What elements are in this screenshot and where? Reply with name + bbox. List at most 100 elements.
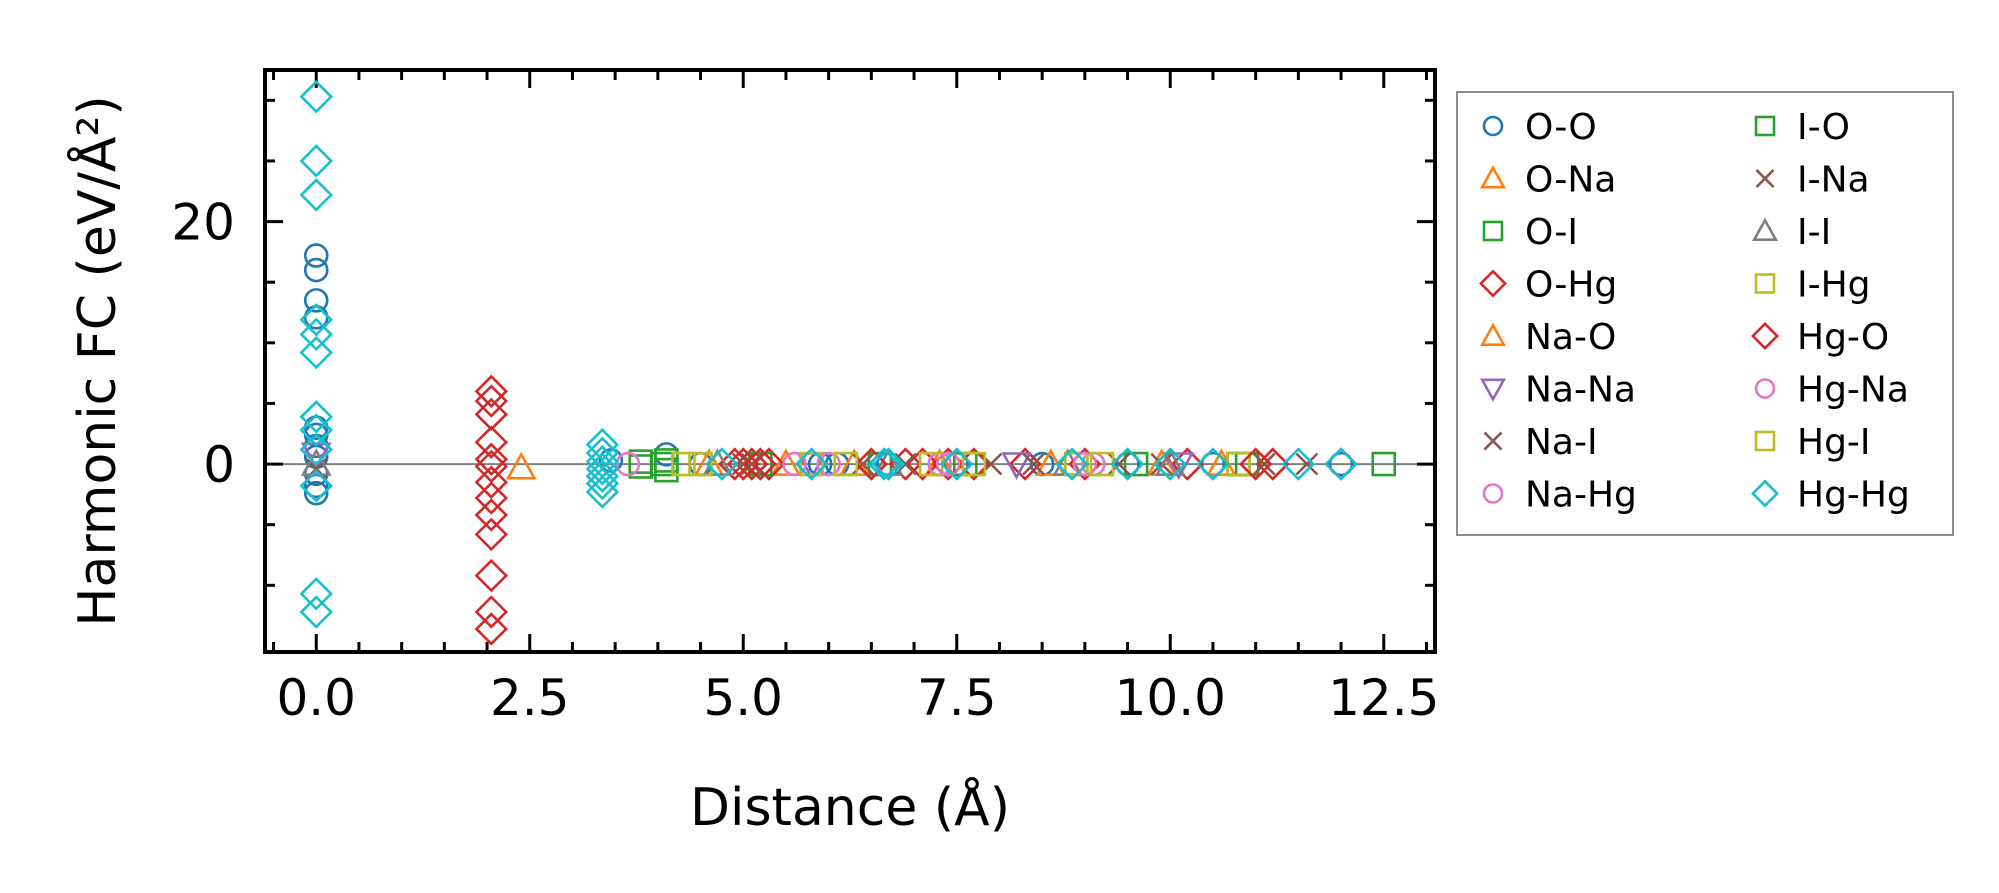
data-point (299, 79, 333, 114)
y-tick-label: 0 (203, 436, 235, 494)
legend-label: Hg-Na (1797, 370, 1909, 411)
legend-label: I-Na (1797, 160, 1870, 201)
legend-label: Na-Hg (1525, 475, 1637, 516)
data-point (1072, 451, 1098, 477)
legend-marker (1754, 378, 1776, 399)
data-point (585, 475, 620, 509)
data-point (871, 447, 906, 481)
data-point (748, 451, 773, 477)
x-tick-label: 7.5 (917, 669, 997, 727)
data-point (1256, 447, 1290, 481)
data-point (770, 448, 802, 476)
axis-ticks (265, 70, 1435, 652)
data-point (1154, 448, 1186, 476)
data-point (505, 451, 537, 480)
data-point (299, 469, 333, 503)
legend-marker (1754, 430, 1776, 452)
data-point (299, 303, 333, 337)
legend-label: O-I (1525, 212, 1578, 253)
y-axis-title: Harmonic FC (eV/Å²) (66, 95, 128, 626)
legend-marker (1479, 322, 1507, 346)
data-point (1001, 452, 1032, 480)
data-point (1170, 447, 1205, 481)
legend-marker (1483, 431, 1503, 451)
data-point (940, 447, 974, 481)
data-point (671, 451, 696, 477)
data-point (799, 451, 824, 477)
data-point (718, 447, 752, 481)
data-point (615, 451, 641, 477)
legend-marker (1751, 322, 1779, 350)
data-point (1055, 447, 1089, 481)
data-point (585, 459, 620, 493)
data-point (743, 447, 778, 481)
data-point (474, 595, 509, 629)
data-point (300, 448, 332, 476)
data-point (1022, 452, 1045, 476)
data-point (299, 317, 333, 352)
data-point (1008, 447, 1042, 481)
legend-label: Na-Na (1525, 370, 1636, 411)
data-point (1196, 447, 1230, 481)
data-point (303, 480, 329, 506)
data-point (474, 425, 509, 459)
data-point (303, 288, 329, 313)
legend-marker (1479, 378, 1507, 402)
data-point (585, 452, 620, 486)
x-tick-label: 2.5 (490, 669, 570, 727)
series-hg-hg (299, 79, 1358, 629)
legend-label: O-Hg (1525, 265, 1617, 306)
data-point (474, 498, 509, 532)
data-point (1328, 451, 1354, 477)
x-tick-label: 12.5 (1328, 669, 1439, 727)
x-tick-labels: 0.0 2.5 5.0 7.5 10.0 12.5 (276, 669, 1439, 727)
data-point (867, 447, 901, 481)
data-point (299, 400, 333, 434)
data-point (854, 447, 889, 481)
data-point (299, 178, 333, 212)
data-point (1371, 451, 1397, 477)
legend-label: Na-I (1525, 422, 1598, 463)
data-point (654, 448, 679, 473)
plot-frame (263, 68, 1437, 654)
data-point (688, 451, 713, 477)
data-point (299, 144, 333, 178)
data-point (1281, 447, 1316, 481)
data-point (1324, 447, 1358, 481)
y-tick-label: 20 (171, 194, 235, 252)
data-point (303, 305, 329, 330)
data-point (474, 465, 509, 499)
data-point (752, 447, 786, 481)
x-tick-label: 5.0 (703, 669, 783, 727)
data-point (1295, 452, 1319, 476)
data-point (961, 451, 987, 477)
legend-marker (1482, 115, 1504, 137)
data-point (1153, 447, 1187, 481)
legend-marker (1751, 479, 1779, 508)
legend-label: Hg-I (1797, 422, 1871, 463)
series-o-hg (474, 374, 1290, 646)
legend-label: Hg-Hg (1797, 475, 1910, 516)
data-point (299, 577, 333, 611)
data-point (474, 481, 509, 515)
data-point (735, 447, 769, 481)
legend-label: I-Hg (1797, 265, 1871, 306)
legend-label: Na-O (1525, 317, 1616, 358)
legend-marker (1755, 169, 1775, 188)
legend: O-O O-Na O-I O-Hg Na-O Na-Na Na-I Na-Hg I-O I-Na I… (1456, 91, 1954, 536)
legend-label: I-I (1797, 212, 1831, 253)
data-point (833, 451, 859, 477)
y-tick-labels: 0 20 (171, 194, 235, 495)
legend-label: Hg-O (1797, 317, 1889, 358)
data-point (705, 447, 739, 481)
data-point (935, 451, 961, 477)
data-point (905, 447, 940, 481)
x-tick-label: 0.0 (276, 669, 356, 727)
data-point (1238, 447, 1273, 481)
data-point (474, 374, 509, 409)
data-point (474, 442, 509, 476)
data-point (816, 451, 841, 477)
data-point (299, 335, 333, 370)
legend-frame (1456, 91, 1954, 536)
